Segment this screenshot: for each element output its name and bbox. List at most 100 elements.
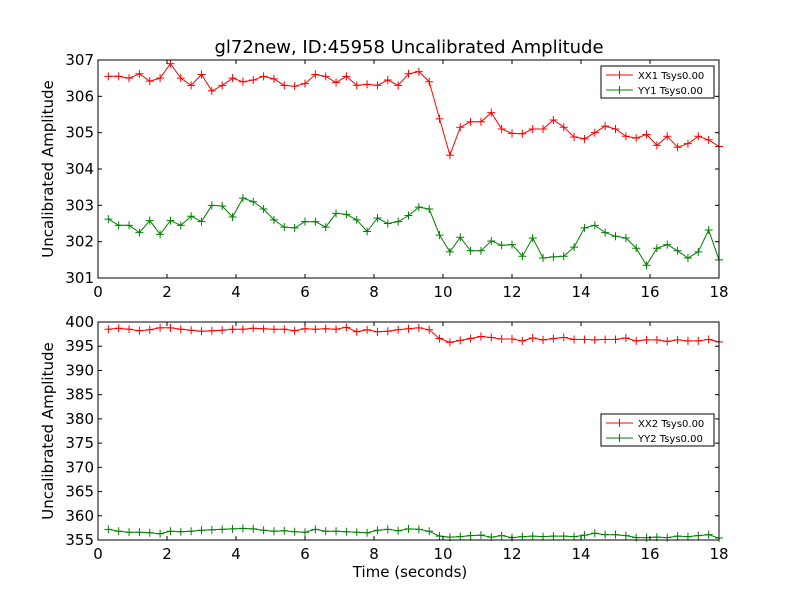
series-2-group bbox=[104, 194, 723, 270]
legend: XX2 Tsys0.00 YY2 Tsys0.00 bbox=[600, 413, 715, 447]
data-point bbox=[280, 526, 289, 535]
data-point bbox=[187, 81, 196, 90]
x-tick-label: 18 bbox=[709, 283, 728, 301]
data-point bbox=[373, 214, 382, 223]
data-point bbox=[476, 332, 485, 341]
data-point bbox=[290, 223, 299, 232]
data-point bbox=[663, 337, 672, 346]
data-point bbox=[228, 325, 237, 334]
data-point bbox=[445, 151, 454, 160]
data-point bbox=[466, 531, 475, 540]
data-point bbox=[621, 333, 630, 342]
data-point bbox=[414, 67, 423, 76]
data-point bbox=[363, 528, 372, 537]
data-point bbox=[249, 197, 258, 206]
data-point bbox=[176, 221, 185, 230]
data-point bbox=[497, 241, 506, 250]
x-tick-label: 12 bbox=[502, 545, 521, 563]
data-point bbox=[404, 69, 413, 78]
x-tick-label: 4 bbox=[231, 545, 241, 563]
data-point bbox=[238, 325, 247, 334]
data-point bbox=[104, 215, 113, 224]
bottom-x-axis-label: Time (seconds) bbox=[352, 563, 468, 581]
data-point bbox=[363, 80, 372, 89]
data-point bbox=[456, 336, 465, 345]
series-line bbox=[108, 62, 720, 157]
data-point bbox=[456, 233, 465, 242]
bottom-panel: 0 2 4 6 8 10 12 14 16 18 355 360 365 370 375 380 385 390 3… bbox=[65, 313, 728, 563]
data-point bbox=[445, 338, 454, 347]
data-point bbox=[425, 325, 434, 334]
data-point bbox=[176, 325, 185, 334]
data-point bbox=[590, 128, 599, 137]
data-point bbox=[383, 75, 392, 84]
legend-label: YY2 Tsys0.00 bbox=[637, 434, 703, 445]
data-point bbox=[145, 77, 154, 86]
data-point bbox=[290, 527, 299, 536]
legend-marker bbox=[615, 71, 624, 79]
data-point bbox=[259, 324, 268, 333]
data-point bbox=[425, 204, 434, 213]
data-point bbox=[249, 524, 258, 533]
x-tick-label: 14 bbox=[571, 545, 590, 563]
data-point bbox=[673, 143, 682, 152]
data-point bbox=[394, 217, 403, 226]
x-tick-label: 10 bbox=[433, 283, 452, 301]
data-point bbox=[528, 125, 537, 134]
data-point bbox=[280, 325, 289, 334]
legend: XX1 Tsys0.00 YY1 Tsys0.00 bbox=[600, 65, 715, 99]
series-2-group bbox=[104, 524, 723, 543]
data-point bbox=[104, 525, 113, 534]
data-point bbox=[363, 325, 372, 334]
data-point bbox=[673, 335, 682, 344]
data-point bbox=[694, 247, 703, 256]
data-point bbox=[539, 335, 548, 344]
data-point bbox=[156, 529, 165, 538]
legend-marker bbox=[615, 419, 624, 427]
data-point bbox=[476, 117, 485, 126]
data-point bbox=[466, 246, 475, 255]
data-point bbox=[259, 72, 268, 81]
data-point bbox=[497, 531, 506, 540]
data-point bbox=[518, 336, 527, 345]
series-line bbox=[108, 326, 720, 343]
data-point bbox=[508, 240, 516, 249]
data-point bbox=[311, 70, 320, 79]
data-point bbox=[570, 532, 579, 541]
data-point bbox=[611, 125, 620, 134]
data-point bbox=[704, 135, 713, 144]
x-tick-label: 2 bbox=[162, 283, 172, 301]
y-tick-label: 304 bbox=[65, 160, 94, 178]
data-point bbox=[435, 231, 444, 240]
data-point bbox=[694, 132, 703, 141]
legend-label: XX1 Tsys0.00 bbox=[638, 71, 704, 82]
data-point bbox=[259, 526, 268, 535]
data-point bbox=[601, 228, 610, 237]
data-point bbox=[218, 525, 227, 534]
data-point bbox=[621, 132, 630, 141]
data-point bbox=[373, 327, 382, 336]
data-point bbox=[228, 74, 237, 83]
data-point bbox=[238, 194, 247, 203]
y-tick-label: 365 bbox=[65, 483, 94, 501]
data-point bbox=[549, 532, 558, 541]
data-point bbox=[114, 221, 123, 230]
data-point bbox=[373, 81, 382, 90]
data-point bbox=[445, 247, 454, 256]
data-point bbox=[352, 215, 361, 224]
plot-frame bbox=[97, 321, 720, 541]
data-point bbox=[135, 528, 144, 537]
data-point bbox=[559, 252, 568, 261]
data-point bbox=[342, 72, 351, 81]
data-point bbox=[456, 123, 465, 132]
data-point bbox=[321, 324, 330, 333]
data-point bbox=[559, 123, 568, 132]
y-tick-label: 385 bbox=[65, 386, 94, 404]
data-point bbox=[125, 221, 134, 230]
data-point bbox=[166, 323, 175, 332]
data-point bbox=[590, 221, 599, 230]
data-point bbox=[176, 527, 185, 536]
data-point bbox=[528, 333, 537, 342]
data-point bbox=[197, 217, 206, 226]
data-point bbox=[218, 326, 227, 335]
